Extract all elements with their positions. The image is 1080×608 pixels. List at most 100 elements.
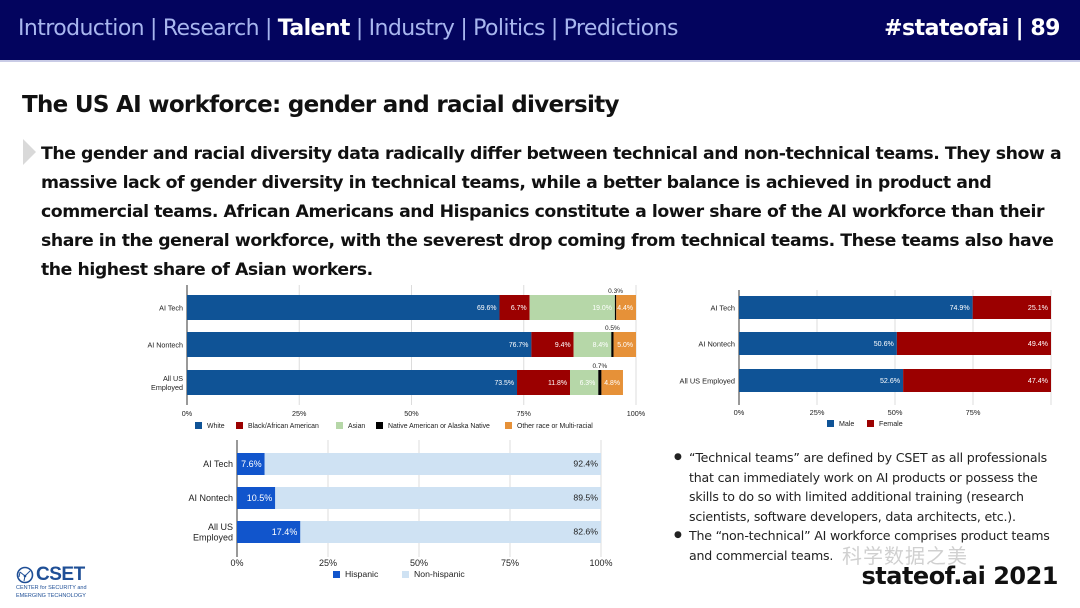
data-label: 49.4% bbox=[1028, 340, 1049, 348]
nav-separator: | bbox=[550, 16, 558, 41]
watermark-text: 科学数据之美 bbox=[842, 544, 968, 568]
legend-swatch bbox=[376, 422, 383, 429]
x-tick-label: 100% bbox=[627, 409, 646, 418]
data-label: 8.4% bbox=[593, 342, 609, 349]
section-nav: Introduction | Research | Talent | Industry | Po… bbox=[18, 16, 678, 41]
x-tick-label: 0% bbox=[182, 409, 193, 418]
nav-separator: | bbox=[150, 16, 157, 41]
data-label: 17.4% bbox=[272, 527, 298, 537]
race-chart: 0% 25% 50% 75% 100% AI Tech 69.6% 6.7% 19.0% 0.3%… bbox=[147, 285, 646, 430]
x-tick-label: 25% bbox=[810, 408, 825, 417]
category-label: AI Tech bbox=[203, 459, 233, 469]
category-label: Employed bbox=[151, 383, 183, 392]
x-tick-label: 50% bbox=[404, 409, 419, 418]
category-label: Employed bbox=[193, 532, 233, 542]
category-label: AI Tech bbox=[710, 304, 735, 313]
data-label: 74.9% bbox=[950, 304, 971, 312]
nav-item-predictions[interactable]: Predictions bbox=[563, 16, 679, 41]
bar-white bbox=[187, 332, 532, 357]
bar-black-african-american bbox=[531, 332, 574, 357]
data-label: 89.5% bbox=[573, 493, 598, 503]
bar-asian bbox=[569, 370, 599, 395]
data-label: 5.0% bbox=[617, 342, 633, 349]
legend-swatch bbox=[402, 571, 409, 578]
data-label: 19.0% bbox=[592, 305, 612, 312]
slide-title: The US AI workforce: gender and racial d… bbox=[22, 92, 620, 118]
category-label: AI Nontech bbox=[147, 341, 183, 350]
legend-label: White bbox=[207, 423, 225, 430]
footer-brand: stateof.ai 2021 bbox=[861, 562, 1058, 590]
nav-separator: | bbox=[460, 16, 468, 41]
note-technical-teams: “Technical teams” are defined by CSET as… bbox=[674, 448, 1068, 526]
data-label: 6.7% bbox=[511, 305, 527, 312]
bar-male bbox=[739, 296, 973, 319]
legend-swatch bbox=[867, 420, 874, 427]
legend-swatch bbox=[333, 571, 340, 578]
bar-black-african-american bbox=[499, 295, 530, 320]
legend-swatch bbox=[195, 422, 202, 429]
legend-label: Asian bbox=[348, 423, 365, 430]
legend-label: Non-hispanic bbox=[414, 569, 465, 579]
legend-swatch bbox=[236, 422, 243, 429]
data-label: 0.3% bbox=[608, 288, 623, 295]
nav-item-research[interactable]: Research bbox=[162, 16, 260, 41]
legend-label: Other race or Multi-racial bbox=[517, 423, 593, 430]
x-tick-label: 50% bbox=[888, 408, 903, 417]
x-tick-label: 0% bbox=[734, 408, 745, 417]
bar-other-race-or-multi-racial bbox=[616, 295, 636, 320]
data-label: 4.8% bbox=[604, 380, 620, 387]
x-tick-label: 75% bbox=[501, 558, 519, 568]
nav-item-industry[interactable]: Industry bbox=[368, 16, 455, 41]
data-label: 69.6% bbox=[477, 305, 497, 312]
data-label: 4.4% bbox=[617, 305, 633, 312]
bar-other-race-or-multi-racial bbox=[613, 332, 636, 357]
nav-item-introduction[interactable]: Introduction bbox=[18, 16, 145, 41]
data-label: 50.6% bbox=[874, 340, 895, 348]
bar-non-hispanic bbox=[275, 487, 601, 509]
bar-non-hispanic bbox=[264, 453, 601, 475]
x-tick-label: 25% bbox=[292, 409, 307, 418]
category-label: All US bbox=[163, 374, 183, 383]
nav-separator: | bbox=[355, 16, 363, 41]
bar-male bbox=[739, 369, 904, 392]
bar-non-hispanic bbox=[300, 521, 601, 543]
legend-label: Male bbox=[839, 420, 854, 428]
category-label: AI Nontech bbox=[188, 493, 233, 503]
category-label: All US Employed bbox=[680, 377, 735, 386]
bar-white bbox=[187, 370, 518, 395]
x-tick-label: 75% bbox=[517, 409, 532, 418]
data-label: 9.4% bbox=[555, 342, 571, 349]
category-label: AI Nontech bbox=[698, 340, 735, 349]
x-tick-label: 50% bbox=[410, 558, 428, 568]
logo-line-2: EMERGING TECHNOLOGY bbox=[16, 592, 86, 599]
category-label: All US bbox=[208, 522, 233, 532]
data-label: 6.3% bbox=[580, 380, 596, 387]
bar-female bbox=[903, 369, 1051, 392]
nav-item-politics[interactable]: Politics bbox=[473, 16, 545, 41]
header-bar: Introduction | Research | Talent | Industry | Po… bbox=[0, 0, 1080, 62]
bar-hispanic bbox=[237, 453, 265, 475]
ethnicity-chart: 0% 25% 50% 75% 100% AI Tech 7.6% 92.4% AI Nontec… bbox=[188, 440, 613, 579]
bar-asian bbox=[573, 332, 612, 357]
data-label: 82.6% bbox=[573, 527, 598, 537]
legend-label: Female bbox=[879, 420, 903, 428]
bar-native-american-or-alaska-native bbox=[611, 332, 614, 357]
bar-native-american-or-alaska-native bbox=[598, 370, 602, 395]
legend-label: Native American or Alaska Native bbox=[388, 423, 490, 430]
nav-separator: | bbox=[264, 16, 272, 41]
data-label: 25.1% bbox=[1028, 304, 1049, 312]
data-label: 73.5% bbox=[494, 380, 514, 387]
data-label: 52.6% bbox=[880, 377, 901, 385]
bar-black-african-american bbox=[517, 370, 570, 395]
page-tag: #stateofai | 89 bbox=[884, 16, 1060, 41]
nav-item-talent[interactable]: Talent bbox=[277, 16, 351, 41]
bar-female bbox=[972, 296, 1051, 319]
bar-other-race-or-multi-racial bbox=[601, 370, 623, 395]
data-label: 10.5% bbox=[247, 493, 273, 503]
bar-hispanic bbox=[237, 521, 301, 543]
definition-notes: “Technical teams” are defined by CSET as… bbox=[674, 448, 1068, 565]
note-nontechnical-teams: The “non-technical” AI workforce compris… bbox=[674, 526, 1068, 565]
data-label: 76.7% bbox=[509, 342, 529, 349]
x-tick-label: 25% bbox=[319, 558, 337, 568]
logo-wordmark: CSET bbox=[36, 564, 85, 585]
